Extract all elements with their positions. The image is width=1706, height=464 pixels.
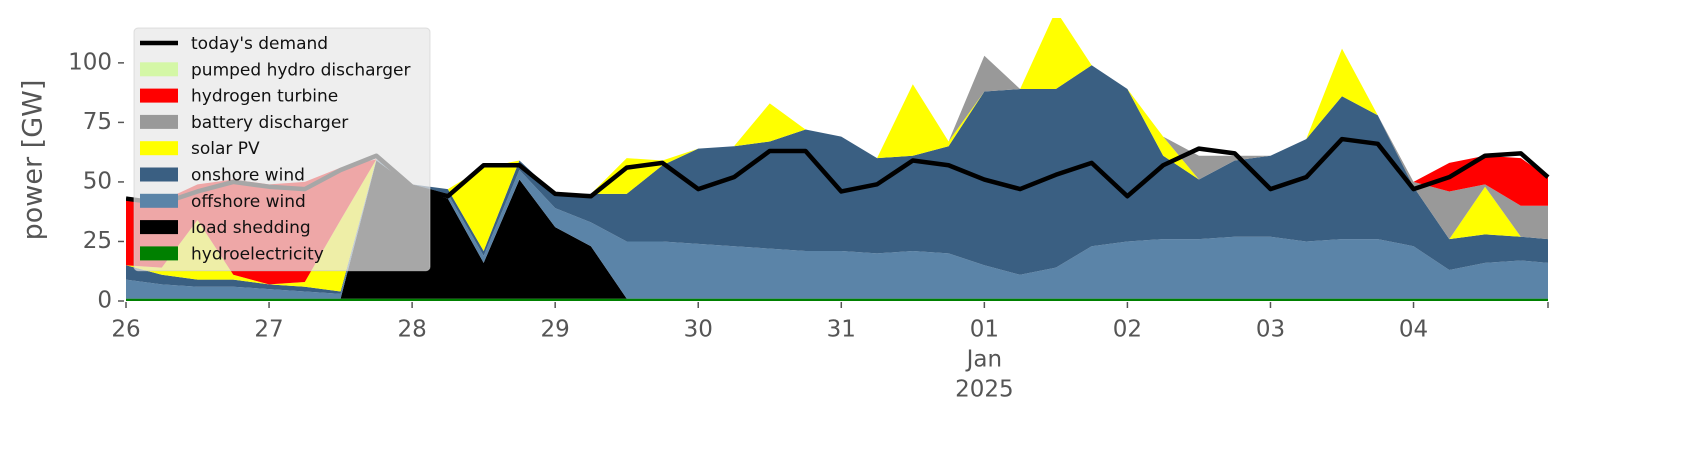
legend-swatch [140, 167, 178, 182]
x-tick-label: 04 [1399, 317, 1428, 343]
area [126, 160, 1548, 299]
y-tick-label: 0 [97, 288, 112, 314]
area [126, 298, 1548, 301]
x-tick-label: 02 [1113, 317, 1142, 343]
legend-label: offshore wind [191, 192, 306, 212]
overlay: today's demand pumped hydro discharger hyd… [133, 27, 431, 272]
x-sublabel: 2025 [955, 377, 1014, 403]
y-tick-label: 50 [83, 168, 112, 194]
x-tick-label: 29 [541, 317, 570, 343]
legend-label: today's demand [191, 34, 328, 54]
legend-label: load shedding [191, 218, 311, 238]
legend-swatch [140, 114, 178, 129]
y-tick-label: 100 [68, 49, 112, 75]
legend-swatch [140, 141, 178, 156]
area [126, 18, 1548, 292]
legend-swatch [140, 88, 178, 103]
legend-label: onshore wind [191, 166, 305, 186]
x-tick-label: 27 [254, 317, 283, 343]
x-tick-label: 26 [111, 317, 140, 343]
legend-swatch [140, 193, 178, 208]
x-tick-label: 03 [1256, 317, 1285, 343]
x-sublabel: Jan [965, 347, 1002, 373]
area [126, 65, 1548, 294]
legend-swatch [140, 220, 178, 235]
x-tick-label: 28 [397, 317, 426, 343]
legend-label: battery discharger [191, 113, 348, 133]
legend-swatch [140, 246, 178, 261]
x-tick-label: 31 [827, 317, 856, 343]
x-tick-label: 30 [684, 317, 713, 343]
y-axis-label: power [GW] [18, 80, 49, 241]
legend-label: hydrogen turbine [191, 87, 338, 107]
legend-label: pumped hydro discharger [191, 60, 410, 80]
legend-label: hydroelectricity [191, 244, 324, 264]
legend-label: solar PV [191, 139, 260, 159]
y-tick-label: 75 [83, 109, 112, 135]
x-tick-label: 01 [970, 317, 999, 343]
legend-swatch [140, 62, 178, 77]
area [126, 159, 1548, 299]
y-tick-label: 25 [83, 228, 112, 254]
legend-box [133, 27, 431, 272]
